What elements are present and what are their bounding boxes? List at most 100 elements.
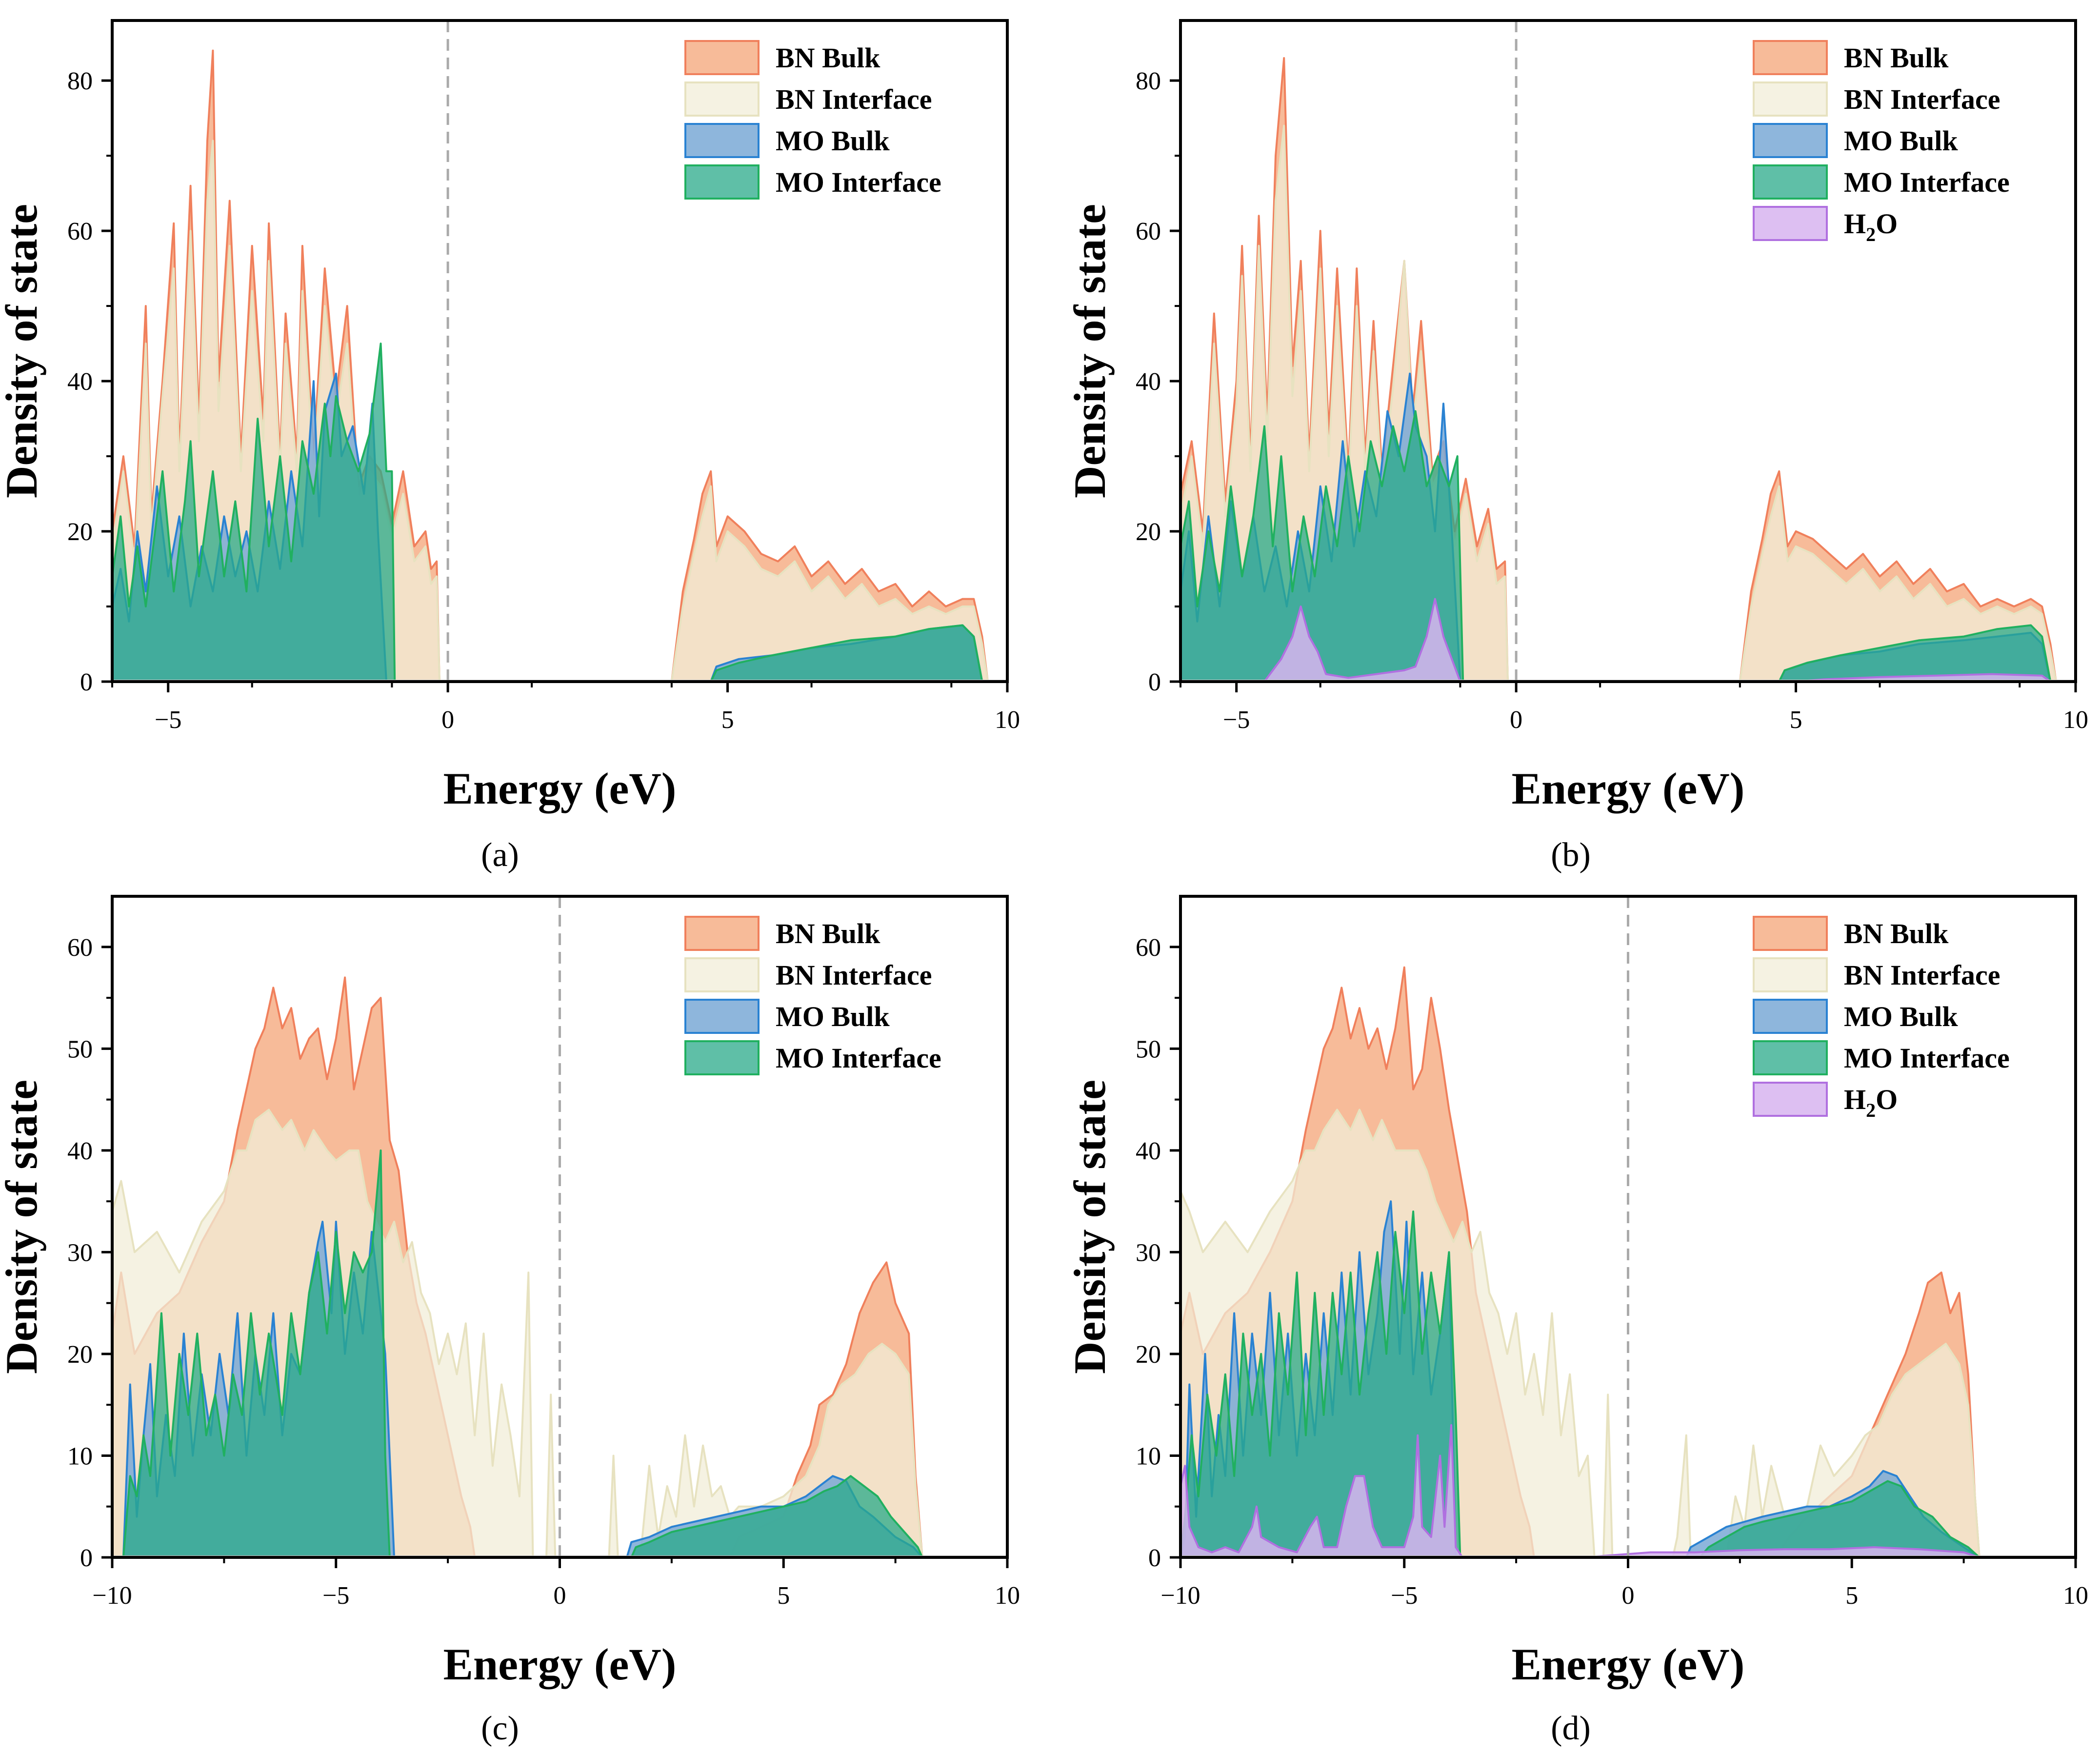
x-tick-label: 0 [1510, 706, 1522, 734]
y-tick-label: 60 [1136, 934, 1161, 962]
x-axis-title: Energy (eV) [1512, 1639, 1745, 1689]
legend-swatch-mo_bulk [1753, 123, 1828, 158]
legend-swatch-bn_bulk [1753, 916, 1828, 951]
x-axis-title: Energy (eV) [443, 764, 677, 813]
x-tick-label: 5 [1845, 1582, 1858, 1610]
legend-swatch-bn_bulk [684, 40, 760, 75]
legend-label-mo_bulk: MO Bulk [776, 1001, 890, 1032]
legend-label-bn_interface: BN Interface [1844, 83, 2000, 115]
y-tick-label: 40 [1136, 1137, 1161, 1165]
legend-swatch-h2o [1753, 1082, 1828, 1117]
series-area-mo_interface [112, 1149, 923, 1557]
y-tick-label: 30 [1136, 1239, 1161, 1267]
panel-a: −5 0 5 10 0 20 40 60 80 Energy (eV) Density of sta… [0, 19, 1020, 874]
legend-swatch-mo_interface [684, 164, 760, 200]
y-tick-label: 30 [67, 1239, 93, 1267]
plot-frame [1179, 19, 2077, 683]
y-tick-label: 50 [67, 1035, 93, 1063]
plot-frame [111, 19, 1009, 683]
legend-label-h2o: H2O [1844, 1084, 1898, 1121]
plot-area [112, 49, 1007, 682]
legend-swatch-mo_interface [684, 1040, 760, 1075]
x-tick-label: 5 [777, 1582, 790, 1610]
legend: BN Bulk BN Interface MO Bulk MO Interface H2… [1753, 40, 2010, 245]
legend-label-bn_interface: BN Interface [1844, 959, 2000, 991]
x-tick-label: 0 [554, 1582, 566, 1610]
y-tick-label: 40 [67, 1137, 93, 1165]
y-axis-title: Density of state [1065, 204, 1115, 498]
y-tick-label: 0 [80, 668, 93, 696]
legend-label-h2o: H2O [1844, 208, 1898, 245]
x-tick-label: 10 [995, 706, 1020, 734]
y-tick-label: 0 [1148, 668, 1161, 696]
x-axis-title: Energy (eV) [1512, 764, 1745, 813]
y-tick-label: 0 [80, 1544, 93, 1572]
y-tick-label: 80 [1136, 67, 1161, 95]
panel-d: −10 −5 0 5 10 0 10 20 30 40 50 60 Energy (eV) Density… [1065, 895, 2088, 1747]
y-tick-label: 10 [67, 1442, 93, 1470]
plot-area [112, 976, 1007, 1557]
x-tick-label: 5 [1790, 706, 1802, 734]
y-tick-label: 50 [1136, 1035, 1161, 1063]
panel-label: (c) [481, 1710, 519, 1747]
legend: BN Bulk BN Interface MO Bulk MO Interface H2… [1753, 916, 2010, 1121]
panel-c: −10 −5 0 5 10 0 10 20 30 40 50 60 Energy (eV) Density… [0, 895, 1020, 1747]
y-axis-title: Density of state [0, 1080, 46, 1374]
legend-swatch-mo_interface [1753, 164, 1828, 200]
legend-label-mo_interface: MO Interface [1844, 1042, 2010, 1074]
legend-swatch-bn_interface [684, 81, 760, 117]
x-tick-label: −5 [322, 1582, 349, 1610]
x-tick-label: 10 [2063, 1582, 2088, 1610]
y-tick-label: 60 [67, 218, 93, 245]
y-tick-label: 20 [67, 518, 93, 546]
series-area-h2o [1180, 1424, 1980, 1557]
legend-label-mo_bulk: MO Bulk [776, 125, 890, 157]
x-tick-label: −5 [1223, 706, 1250, 734]
y-tick-label: 20 [67, 1341, 93, 1369]
legend-label-bn_bulk: BN Bulk [776, 42, 880, 74]
plot-area [1180, 57, 2076, 682]
panel-b: −5 0 5 10 0 20 40 60 80 Energy (eV) Density of sta… [1065, 19, 2088, 874]
legend-swatch-bn_interface [1753, 81, 1828, 117]
legend-label-bn_bulk: BN Bulk [1844, 42, 1949, 74]
legend-label-bn_bulk: BN Bulk [776, 918, 880, 949]
legend-label-mo_interface: MO Interface [1844, 166, 2010, 198]
x-tick-label: −10 [92, 1582, 132, 1610]
legend-label-mo_interface: MO Interface [776, 166, 941, 198]
series-area-h2o [1180, 598, 2052, 682]
legend: BN Bulk BN Interface MO Bulk MO Interface [684, 40, 941, 200]
y-tick-label: 40 [67, 368, 93, 396]
x-axis-title: Energy (eV) [443, 1639, 677, 1689]
legend-label-bn_interface: BN Interface [776, 83, 932, 115]
legend-swatch-mo_interface [1753, 1040, 1828, 1075]
legend-label-bn_bulk: BN Bulk [1844, 918, 1949, 949]
legend-swatch-bn_bulk [1753, 40, 1828, 75]
y-tick-label: 20 [1136, 1341, 1161, 1369]
x-tick-label: 5 [721, 706, 734, 734]
x-tick-label: −5 [1391, 1582, 1418, 1610]
legend-label-mo_interface: MO Interface [776, 1042, 941, 1074]
series-area-mo_interface [112, 343, 983, 682]
y-tick-label: 60 [1136, 218, 1161, 245]
legend-swatch-bn_interface [684, 957, 760, 992]
x-tick-label: −10 [1160, 1582, 1200, 1610]
legend-label-mo_bulk: MO Bulk [1844, 1001, 1958, 1032]
y-tick-label: 0 [1148, 1544, 1161, 1572]
panel-label: (a) [481, 836, 519, 874]
x-tick-label: 0 [441, 706, 454, 734]
y-tick-label: 20 [1136, 518, 1161, 546]
legend-label-mo_bulk: MO Bulk [1844, 125, 1958, 157]
legend-swatch-mo_bulk [1753, 999, 1828, 1034]
y-tick-label: 60 [67, 934, 93, 962]
panel-label: (d) [1551, 1710, 1591, 1747]
y-axis-title: Density of state [1065, 1080, 1115, 1374]
y-axis-title: Density of state [0, 204, 46, 498]
legend-swatch-bn_interface [1753, 957, 1828, 992]
x-tick-label: −5 [155, 706, 181, 734]
series-area-mo_interface [1180, 410, 2052, 682]
legend-swatch-h2o [1753, 206, 1828, 241]
x-tick-label: 10 [995, 1582, 1020, 1610]
legend: BN Bulk BN Interface MO Bulk MO Interface [684, 916, 941, 1075]
legend-swatch-mo_bulk [684, 999, 760, 1034]
